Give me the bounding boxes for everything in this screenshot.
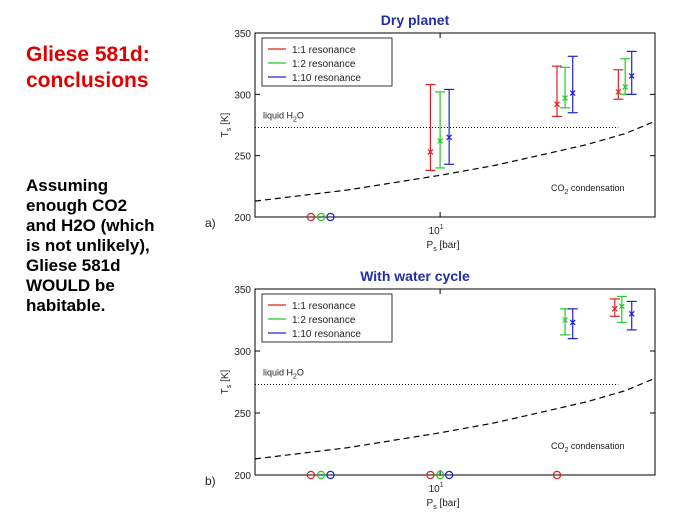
data-point xyxy=(437,138,444,144)
data-point xyxy=(622,84,629,90)
legend-entry: 1:1 resonance xyxy=(292,45,356,56)
slide-body-line: habitable. xyxy=(26,296,106,315)
collapsed-point xyxy=(444,470,454,480)
liquid-water-label: liquid H2O xyxy=(263,110,304,123)
y-axis-label: Ts [K] xyxy=(220,112,233,137)
y-axis-label: Ts [K] xyxy=(220,369,233,394)
collapsed-point xyxy=(326,212,335,222)
collapsed-point xyxy=(435,470,445,480)
plot-frame xyxy=(254,32,656,218)
collapsed-point xyxy=(306,470,316,480)
slide-body-line: WOULD be xyxy=(26,276,115,295)
data-point xyxy=(611,305,618,312)
y-tick-label: 250 xyxy=(234,152,251,163)
data-point xyxy=(618,303,625,310)
legend-entry: 1:1 resonance xyxy=(292,301,356,312)
y-tick-label: 350 xyxy=(234,29,251,40)
data-point xyxy=(554,101,560,108)
legend-entry: 1:10 resonance xyxy=(292,329,361,340)
slide-body-line: enough CO2 xyxy=(26,196,128,215)
y-tick-label: 350 xyxy=(234,285,251,296)
collapsed-point xyxy=(316,470,326,480)
y-tick-label: 200 xyxy=(234,213,251,224)
chart-panel-b: With water cycle b) 200 250 300 350 101 Ps [bar… xyxy=(205,268,656,511)
legend-entry: 1:2 resonance xyxy=(292,59,356,70)
data-point xyxy=(562,95,569,101)
x-axis-label: Ps [bar] xyxy=(427,240,460,253)
legend-box xyxy=(261,293,393,343)
liquid-water-label: liquid H2O xyxy=(263,367,304,380)
y-tick-label: 250 xyxy=(234,409,251,420)
slide-body-line: Assuming xyxy=(26,176,109,195)
co2-condensation-label: CO2 condensation xyxy=(551,183,624,196)
panel-label: a) xyxy=(205,216,216,230)
y-tick-label: 300 xyxy=(234,90,251,101)
collapsed-point xyxy=(552,470,562,480)
co2-condensation-curve xyxy=(254,120,656,202)
legend-box xyxy=(261,37,393,87)
series-blue xyxy=(326,300,637,480)
y-tick-label: 300 xyxy=(234,347,251,358)
chart-title: Dry planet xyxy=(381,12,450,28)
slide-body-line: and H2O (which xyxy=(26,216,155,235)
legend: 1:1 resonance 1:2 resonance 1:10 resonance xyxy=(261,293,393,343)
data-point xyxy=(446,134,453,141)
slide-body-line: is not unlikely), xyxy=(26,236,150,255)
co2-condensation-curve xyxy=(254,377,656,460)
chart-panel-a: Dry planet a) 200 250 300 350 101 Ps [bar] Ts [K… xyxy=(205,12,656,253)
collapsed-point xyxy=(306,212,316,222)
plot-frame xyxy=(254,288,656,476)
legend-entry: 1:10 resonance xyxy=(292,73,361,84)
y-tick-label: 200 xyxy=(234,471,251,482)
x-axis-label: Ps [bar] xyxy=(427,498,460,511)
chart-title: With water cycle xyxy=(360,268,470,284)
slide-body-text: Assuming enough CO2 and H2O (which is not u… xyxy=(26,176,211,316)
panel-label: b) xyxy=(205,474,216,488)
series-green xyxy=(316,295,627,480)
x-tick-label: 101 xyxy=(429,224,444,237)
series-red xyxy=(306,298,620,480)
x-tick-label: 101 xyxy=(429,482,444,495)
data-point xyxy=(628,73,635,79)
co2-condensation-label: CO2 condensation xyxy=(551,441,624,454)
data-point xyxy=(569,319,576,326)
legend: 1:1 resonance 1:2 resonance 1:10 resonance xyxy=(261,37,393,87)
data-point xyxy=(562,317,569,323)
slide-body-line: Gliese 581d xyxy=(26,256,121,275)
collapsed-point xyxy=(426,470,435,480)
slide-title: Gliese 581d: conclusions xyxy=(26,43,150,92)
series-blue xyxy=(326,50,637,222)
data-point xyxy=(628,310,635,317)
collapsed-point xyxy=(326,470,335,480)
legend-entry: 1:2 resonance xyxy=(292,315,356,326)
series-red xyxy=(306,65,624,222)
collapsed-point xyxy=(316,212,326,222)
data-point xyxy=(615,88,622,95)
data-point xyxy=(427,149,434,155)
data-point xyxy=(569,90,576,97)
